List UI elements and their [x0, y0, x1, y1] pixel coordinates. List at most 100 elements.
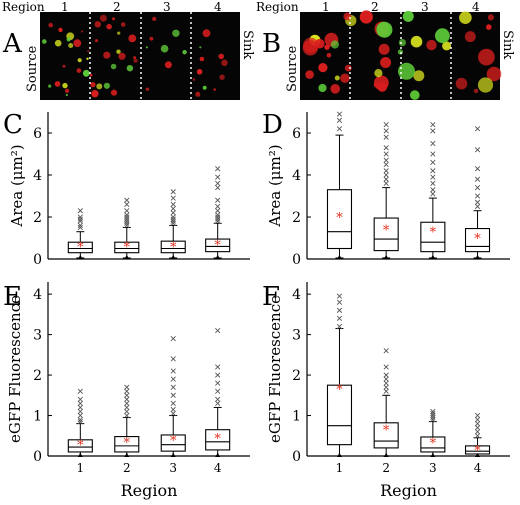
outlier-point	[124, 201, 130, 208]
panel-b-source-label: Source	[285, 45, 300, 92]
outlier-stroke	[215, 364, 221, 370]
cell-blob	[89, 73, 93, 77]
cell-blob	[76, 68, 82, 73]
cell-blob	[218, 53, 224, 60]
outlier-point	[383, 157, 389, 163]
mean-marker: *	[336, 211, 343, 226]
y-tick-label: 1	[33, 409, 42, 425]
outlier-stroke	[474, 425, 481, 431]
outlier-point	[430, 416, 436, 423]
iqr-box	[114, 436, 140, 453]
iqr-box	[326, 384, 353, 446]
mean-marker: *	[430, 226, 437, 241]
cell-blob	[318, 83, 327, 93]
mean-marker: *	[77, 439, 84, 454]
y-tick-label: 0	[33, 449, 42, 465]
panel-b-letter: B	[262, 29, 281, 59]
y-axis-label: eGFP Fluorescence	[6, 295, 24, 443]
outlier-point	[124, 412, 130, 419]
cell-blob	[486, 66, 502, 82]
outlier-point	[474, 425, 481, 431]
outlier-stroke	[124, 214, 130, 220]
outlier-point	[474, 166, 481, 172]
cell-blob	[199, 46, 202, 49]
cell-blob	[116, 49, 121, 54]
cell-blob	[112, 17, 115, 21]
cell-blob	[48, 22, 53, 28]
outlier-point	[336, 307, 343, 313]
box-plot-region-1: *	[67, 388, 93, 457]
outlier-point	[383, 176, 389, 182]
outlier-point	[77, 404, 83, 411]
outlier-stroke	[383, 157, 389, 163]
outlier-point	[430, 187, 436, 193]
outlier-stroke	[474, 193, 481, 199]
outlier-stroke	[474, 126, 481, 132]
box-plot-region-3: *	[420, 408, 446, 457]
panel-a-image	[40, 12, 240, 100]
outlier-point	[336, 111, 343, 117]
cell-blob	[149, 36, 154, 41]
cell-blob	[103, 51, 111, 59]
outlier-point	[430, 191, 436, 197]
outlier-stroke	[124, 400, 130, 407]
mean-marker: *	[170, 240, 177, 255]
outlier-stroke	[383, 168, 389, 174]
panel-b-region-label-1: 1	[322, 0, 330, 14]
panel-b-region-label-4: 4	[472, 0, 480, 14]
outlier-stroke	[383, 372, 389, 378]
outlier-stroke	[170, 218, 176, 224]
outlier-stroke	[77, 218, 83, 224]
cell-blob	[103, 82, 110, 89]
outlier-stroke	[215, 400, 221, 407]
outlier-point	[77, 388, 83, 394]
cell-blob	[94, 21, 102, 28]
outlier-stroke	[430, 128, 436, 134]
outlier-stroke	[124, 212, 130, 218]
outlier-stroke	[215, 388, 221, 394]
y-tick-label: 2	[33, 210, 42, 226]
box-plot-region-1: *	[67, 208, 93, 259]
iqr-box	[160, 434, 186, 452]
outlier-stroke	[215, 208, 221, 214]
y-tick-label: 6	[33, 126, 42, 142]
outlier-stroke	[77, 416, 83, 423]
iqr-box	[160, 240, 186, 254]
cell-blob	[172, 29, 180, 37]
outlier-stroke	[124, 392, 130, 398]
outlier-point	[336, 299, 343, 305]
y-tick-label: 4	[33, 287, 42, 303]
cell-blob	[202, 85, 207, 90]
y-tick-label: 3	[33, 328, 42, 344]
outlier-point	[383, 128, 389, 134]
x-tick-label: 1	[336, 461, 344, 475]
cell-blob	[334, 75, 340, 81]
outlier-stroke	[430, 414, 436, 421]
outlier-point	[215, 400, 221, 407]
outlier-stroke	[170, 410, 176, 417]
outlier-stroke	[77, 214, 83, 220]
outlier-point	[383, 376, 389, 382]
cell-blob	[195, 91, 201, 97]
outlier-stroke	[124, 222, 130, 229]
outlier-point	[77, 408, 83, 415]
panel-e-fluorescence-chart: 0 1 2 3 4 eGFP Fluorescence 1 2 3 4 Region * * * *	[6, 282, 250, 500]
cell-blob	[473, 88, 479, 94]
cell-blob	[77, 58, 82, 63]
x-tick-label: 3	[169, 461, 177, 475]
outlier-stroke	[215, 327, 221, 334]
outlier-stroke	[336, 111, 343, 117]
outlier-stroke	[474, 184, 481, 191]
cell-blob	[373, 82, 379, 88]
outlier-point	[215, 214, 221, 220]
box-plot-region-4: *	[205, 166, 231, 259]
cell-blob	[91, 90, 99, 98]
outlier-point	[474, 199, 481, 205]
outlier-stroke	[430, 174, 436, 180]
outlier-stroke	[170, 400, 176, 407]
outlier-stroke	[124, 412, 130, 419]
outlier-point	[215, 380, 221, 386]
mean-marker: *	[474, 444, 481, 459]
outlier-point	[124, 388, 130, 394]
